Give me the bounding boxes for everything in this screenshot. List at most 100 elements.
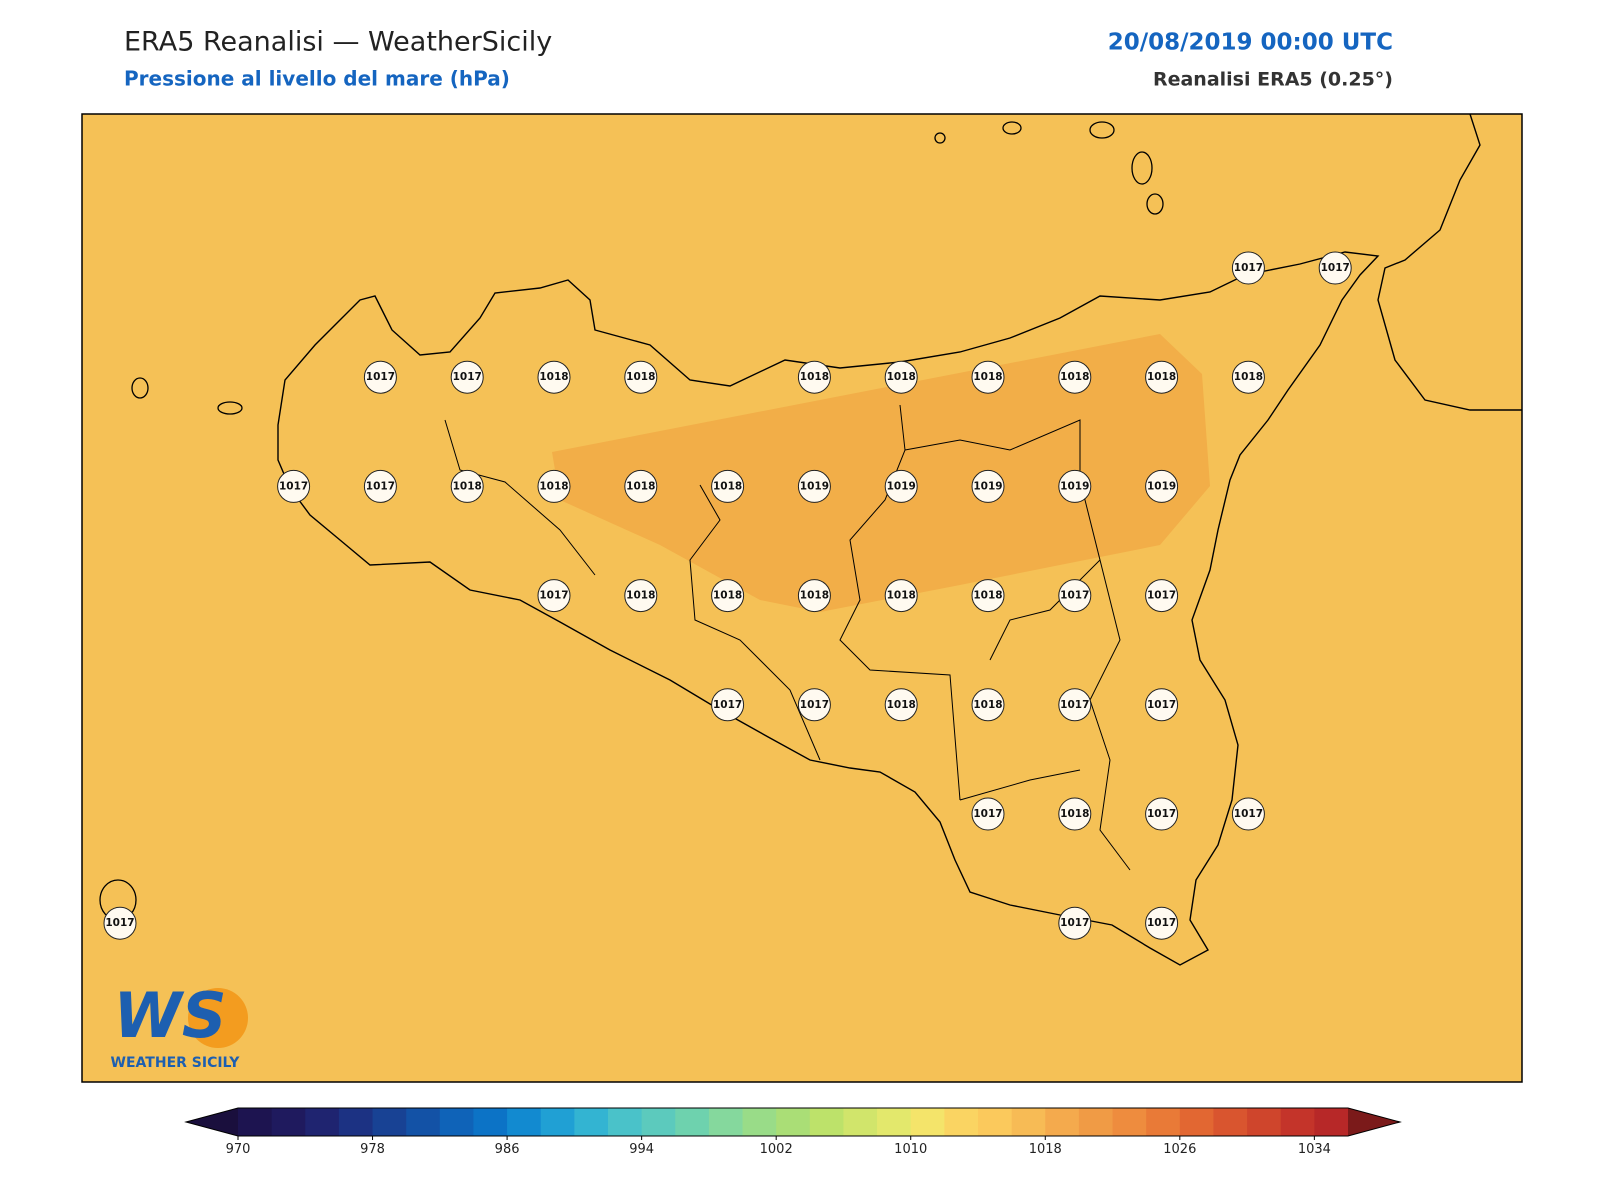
colorbar-bin xyxy=(238,1108,273,1136)
station-marker xyxy=(537,360,571,394)
colorbar-bin xyxy=(1314,1108,1349,1136)
station-label: 1018 xyxy=(626,590,655,602)
station-marker xyxy=(1058,906,1092,940)
station-marker xyxy=(797,360,831,394)
station-marker xyxy=(971,797,1005,831)
station-label: 1017 xyxy=(800,699,829,711)
station-label: 1017 xyxy=(279,480,308,492)
station-marker xyxy=(797,579,831,613)
colorbar-bin xyxy=(574,1108,609,1136)
station-label: 1018 xyxy=(1060,371,1089,383)
station-marker xyxy=(711,579,745,613)
station-marker xyxy=(1231,797,1265,831)
station-label: 1017 xyxy=(1060,590,1089,602)
station-marker xyxy=(450,360,484,394)
station-marker xyxy=(1145,797,1179,831)
station-marker xyxy=(1058,469,1092,503)
station-marker xyxy=(1145,360,1179,394)
colorbar-bin xyxy=(944,1108,979,1136)
station-marker xyxy=(363,469,397,503)
station-label: 1017 xyxy=(539,590,568,602)
station-label: 1019 xyxy=(973,480,1002,492)
colorbar-label: 1026 xyxy=(1163,1142,1196,1157)
station-label: 1018 xyxy=(800,590,829,602)
station-label: 1017 xyxy=(1147,917,1176,929)
colorbar-bin xyxy=(1213,1108,1248,1136)
colorbar-bin xyxy=(1247,1108,1282,1136)
station-marker xyxy=(1145,906,1179,940)
colorbar-label: 970 xyxy=(226,1142,251,1157)
station-marker xyxy=(624,360,658,394)
station-marker xyxy=(624,469,658,503)
station-marker xyxy=(971,579,1005,613)
station-label: 1017 xyxy=(453,371,482,383)
station-marker xyxy=(797,688,831,722)
station-label: 1018 xyxy=(887,371,916,383)
colorbar-label: 1018 xyxy=(1029,1142,1062,1157)
logo-sun xyxy=(188,988,248,1048)
station-label: 1018 xyxy=(887,699,916,711)
colorbar-bin xyxy=(507,1108,542,1136)
source: Reanalisi ERA5 (0.25°) xyxy=(1153,69,1393,91)
pressure-area xyxy=(552,334,1210,612)
station-label: 1019 xyxy=(800,480,829,492)
station-marker xyxy=(884,579,918,613)
station-label: 1018 xyxy=(539,371,568,383)
colorbar-bin xyxy=(978,1108,1013,1136)
colorbar-bin xyxy=(439,1108,474,1136)
colorbar-under xyxy=(186,1108,238,1136)
station-label: 1017 xyxy=(1147,699,1176,711)
station-label: 1018 xyxy=(539,480,568,492)
station-marker xyxy=(1058,797,1092,831)
station-marker xyxy=(711,688,745,722)
colorbar-over xyxy=(1348,1108,1400,1136)
station-label: 1017 xyxy=(1060,917,1089,929)
station-label: 1018 xyxy=(973,371,1002,383)
colorbar-bin xyxy=(540,1108,575,1136)
station-marker xyxy=(1231,251,1265,285)
station-marker xyxy=(884,469,918,503)
colorbar-label: 1034 xyxy=(1298,1142,1331,1157)
colorbar-label: 986 xyxy=(495,1142,520,1157)
colorbar-bin xyxy=(372,1108,407,1136)
station-label: 1018 xyxy=(713,590,742,602)
subtitle: Pressione al livello del mare (hPa) xyxy=(124,67,510,91)
station-label: 1018 xyxy=(973,590,1002,602)
station-label: 1017 xyxy=(1060,699,1089,711)
station-marker xyxy=(1058,688,1092,722)
logo: WS WEATHER SICILY xyxy=(111,979,248,1071)
colorbar-bin xyxy=(910,1108,945,1136)
station-marker xyxy=(971,360,1005,394)
colorbar-bin xyxy=(776,1108,811,1136)
station-label: 1018 xyxy=(713,480,742,492)
station-marker xyxy=(624,579,658,613)
station-marker xyxy=(711,469,745,503)
colorbar-bin xyxy=(809,1108,844,1136)
colorbar-bin xyxy=(708,1108,744,1136)
colorbar-bin xyxy=(877,1108,912,1136)
station-marker xyxy=(537,579,571,613)
station-marker xyxy=(797,469,831,503)
station-label: 1018 xyxy=(1060,808,1089,820)
station-label: 1017 xyxy=(1321,262,1350,274)
colorbar-bin xyxy=(742,1108,777,1136)
station-marker xyxy=(1145,688,1179,722)
colorbar-bin xyxy=(1078,1108,1114,1136)
colorbar-bin xyxy=(1146,1108,1181,1136)
station-marker xyxy=(103,906,137,940)
station-label: 1017 xyxy=(105,917,134,929)
colorbar-bin xyxy=(1045,1108,1080,1136)
logo-mark: WS xyxy=(113,979,226,1052)
station-marker xyxy=(277,469,311,503)
colorbar-label: 994 xyxy=(629,1142,654,1157)
station-marker xyxy=(971,688,1005,722)
station-label: 1018 xyxy=(1234,371,1263,383)
station-marker xyxy=(1145,579,1179,613)
station-label: 1017 xyxy=(713,699,742,711)
colorbar-bin xyxy=(843,1108,878,1136)
station-label: 1017 xyxy=(973,808,1002,820)
colorbar-bin xyxy=(406,1108,441,1136)
station-label: 1018 xyxy=(453,480,482,492)
colorbar-bin xyxy=(1011,1108,1046,1136)
